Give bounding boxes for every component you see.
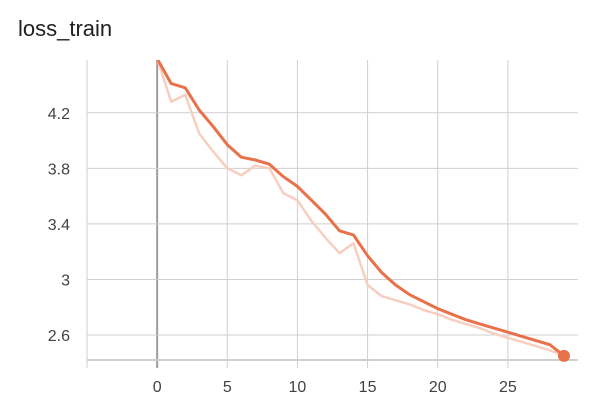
y-tick-label: 3 <box>61 272 70 289</box>
y-tick-label: 3.4 <box>48 217 70 234</box>
y-tick-label: 4.2 <box>48 106 70 123</box>
tick-labels: 0 5 10 15 20 25 2.6 3 3.4 3.8 4.2 <box>48 106 517 396</box>
x-tick-label: 15 <box>359 379 377 396</box>
x-tick-label: 0 <box>153 379 162 396</box>
grid-lines <box>86 60 578 368</box>
last-point-marker[interactable] <box>557 349 570 362</box>
x-tick-label: 25 <box>499 379 517 396</box>
series-lines <box>156 60 570 362</box>
x-tick-label: 10 <box>289 379 307 396</box>
x-tick-label: 20 <box>429 379 447 396</box>
smoothed-series-line <box>156 60 566 358</box>
x-tick-label: 5 <box>223 379 232 396</box>
raw-series-line <box>156 60 566 358</box>
y-tick-label: 3.8 <box>48 161 70 178</box>
chart-title: loss_train <box>18 16 113 41</box>
y-tick-label: 2.6 <box>48 328 70 345</box>
